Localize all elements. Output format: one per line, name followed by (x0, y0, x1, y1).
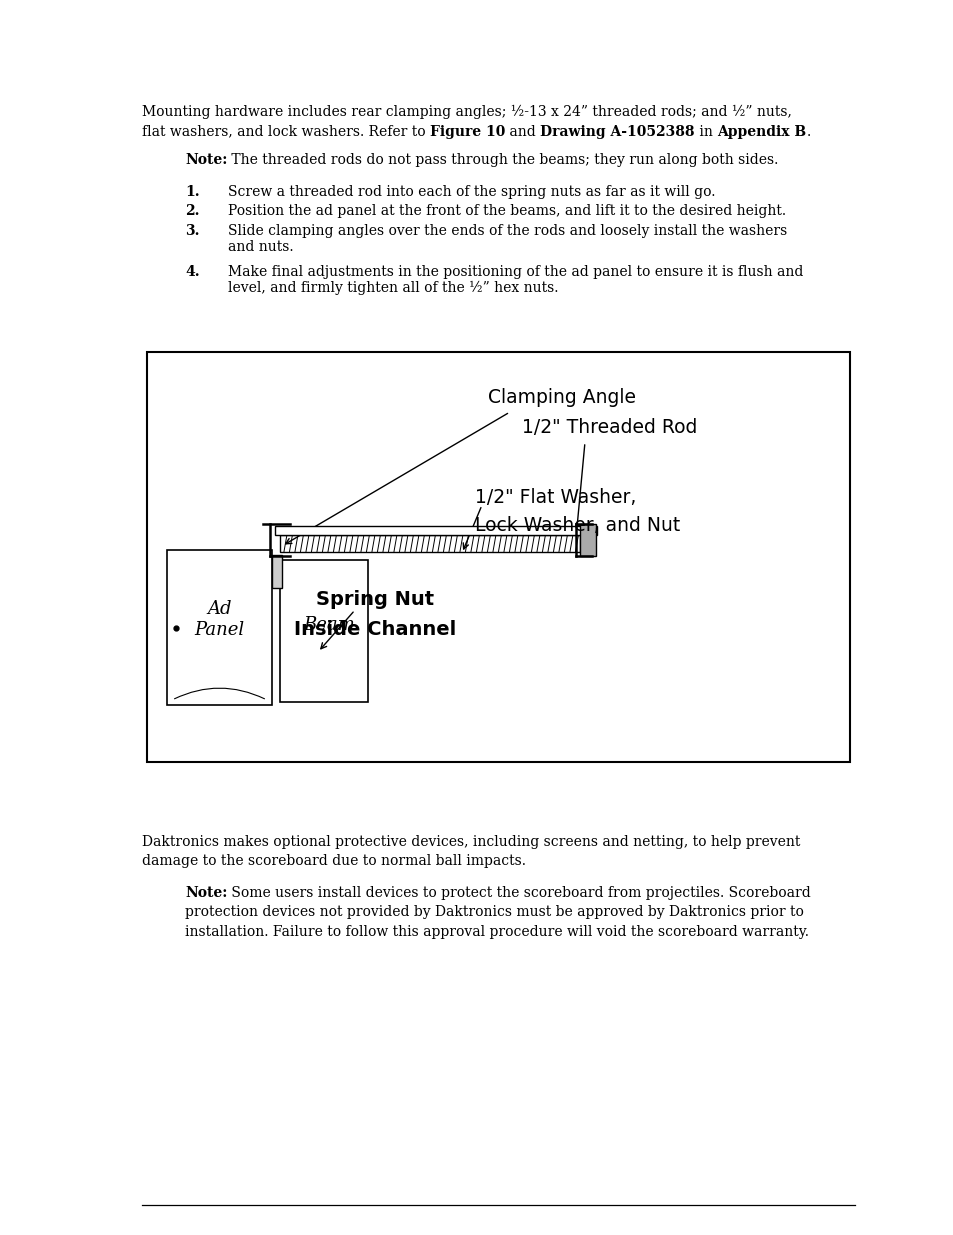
Text: installation. Failure to follow this approval procedure will void the scoreboard: installation. Failure to follow this app… (185, 925, 808, 939)
Text: Mounting hardware includes rear clamping angles; ½-13 x 24” threaded rods; and ½: Mounting hardware includes rear clamping… (142, 105, 791, 120)
Bar (280, 559, 368, 701)
Bar (280, 535, 579, 552)
Text: Appendix B: Appendix B (717, 125, 805, 138)
Bar (272, 555, 282, 588)
Text: The threaded rods do not pass through the beams; they run along both sides.: The threaded rods do not pass through th… (227, 153, 778, 167)
Text: Clamping Angle: Clamping Angle (488, 388, 636, 408)
Text: flat washers, and lock washers. Refer to: flat washers, and lock washers. Refer to (142, 125, 430, 138)
Text: Note:: Note: (185, 153, 227, 167)
Bar (274, 526, 597, 535)
Text: 1.: 1. (185, 185, 199, 199)
Text: Slide clamping angles over the ends of the rods and loosely install the washers
: Slide clamping angles over the ends of t… (228, 224, 786, 254)
Text: protection devices not provided by Daktronics must be approved by Daktronics pri: protection devices not provided by Daktr… (185, 905, 803, 919)
Text: Inside Channel: Inside Channel (294, 620, 456, 638)
Text: Ad
Panel: Ad Panel (194, 600, 244, 638)
Text: Daktronics makes optional protective devices, including screens and netting, to : Daktronics makes optional protective dev… (142, 835, 800, 848)
Text: .: . (805, 125, 810, 138)
Text: Lock Washer, and Nut: Lock Washer, and Nut (475, 516, 679, 535)
Text: Some users install devices to protect the scoreboard from projectiles. Scoreboar: Some users install devices to protect th… (227, 885, 810, 900)
Text: Spring Nut: Spring Nut (315, 590, 434, 609)
Text: Drawing A-1052388: Drawing A-1052388 (540, 125, 695, 138)
Text: Position the ad panel at the front of the beams, and lift it to the desired heig: Position the ad panel at the front of th… (228, 205, 785, 219)
Text: 3.: 3. (185, 224, 199, 238)
Bar (147, 352, 849, 762)
Text: damage to the scoreboard due to normal ball impacts.: damage to the scoreboard due to normal b… (142, 855, 525, 868)
Text: Screw a threaded rod into each of the spring nuts as far as it will go.: Screw a threaded rod into each of the sp… (228, 185, 715, 199)
Text: 1/2" Threaded Rod: 1/2" Threaded Rod (521, 417, 697, 437)
Text: and: and (505, 125, 540, 138)
Text: 2.: 2. (185, 205, 199, 219)
Text: Beam: Beam (303, 616, 355, 634)
Text: 1/2" Flat Washer,: 1/2" Flat Washer, (475, 488, 636, 508)
Text: Note:: Note: (185, 885, 227, 900)
Text: Make final adjustments in the positioning of the ad panel to ensure it is flush : Make final adjustments in the positionin… (228, 264, 802, 295)
Text: in: in (695, 125, 717, 138)
Text: Figure 10: Figure 10 (430, 125, 505, 138)
Text: 4.: 4. (185, 264, 199, 279)
Bar (167, 550, 272, 705)
Bar (579, 524, 596, 556)
